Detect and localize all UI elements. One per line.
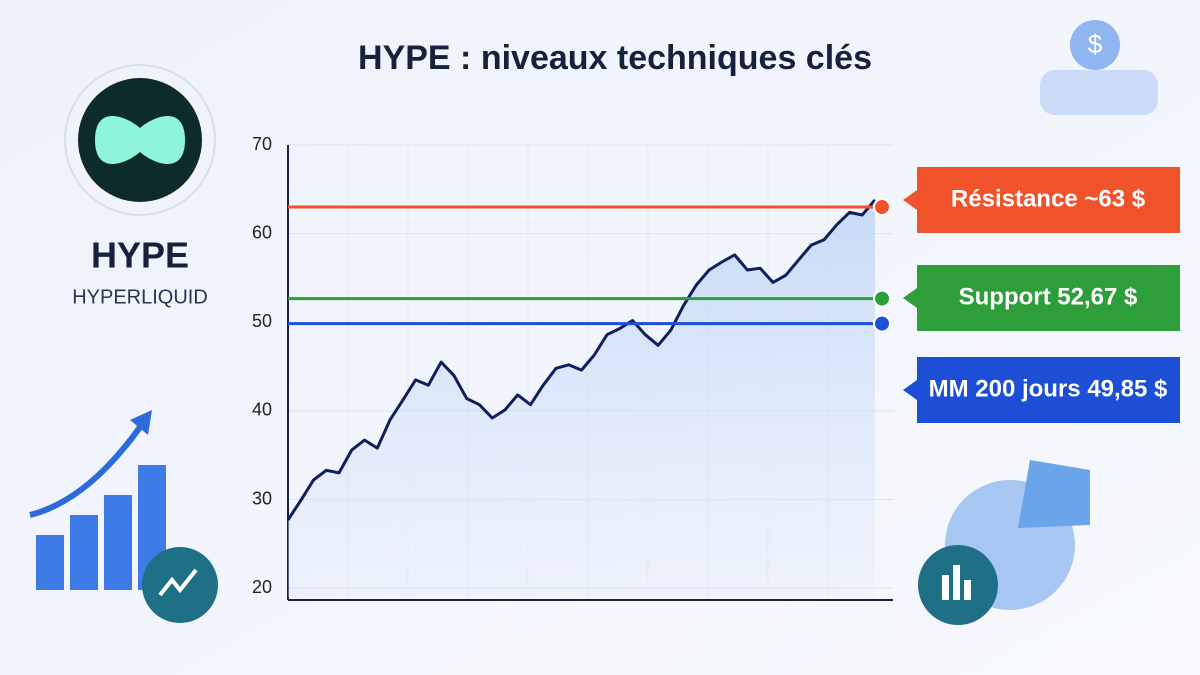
y-tick-label: 70 — [252, 134, 272, 154]
level-label: Résistance ~63 $ — [951, 185, 1146, 212]
y-tick-label: 50 — [252, 311, 272, 331]
decor-bars — [29, 410, 218, 623]
level-dot — [873, 198, 891, 217]
level-box — [903, 265, 1180, 331]
svg-text:$: $ — [1088, 29, 1103, 59]
decor-pie — [918, 460, 1090, 625]
y-tick-label: 30 — [252, 488, 272, 508]
level-label: MM 200 jours 49,85 $ — [929, 375, 1168, 402]
chart-title: HYPE : niveaux techniques clés — [358, 39, 872, 77]
brand-subtitle: HYPERLIQUID — [72, 286, 208, 308]
y-tick-label: 40 — [252, 400, 272, 420]
level-dot — [873, 314, 891, 333]
level-dot — [873, 289, 891, 308]
logo-mark — [95, 115, 185, 165]
y-tick-label: 60 — [252, 222, 272, 242]
level-box — [903, 167, 1180, 233]
y-tick-label: 20 — [252, 577, 272, 597]
level-label: Support 52,67 $ — [959, 283, 1138, 310]
logo-ring — [64, 64, 216, 216]
brand-name: HYPE — [91, 235, 189, 276]
level-box — [903, 357, 1180, 423]
decor-coin: $ — [1040, 20, 1158, 115]
chart: 20 30 40 50 60 70 Résistance ~63 $ Support 52,6… — [252, 134, 1180, 601]
price-line — [286, 198, 877, 521]
